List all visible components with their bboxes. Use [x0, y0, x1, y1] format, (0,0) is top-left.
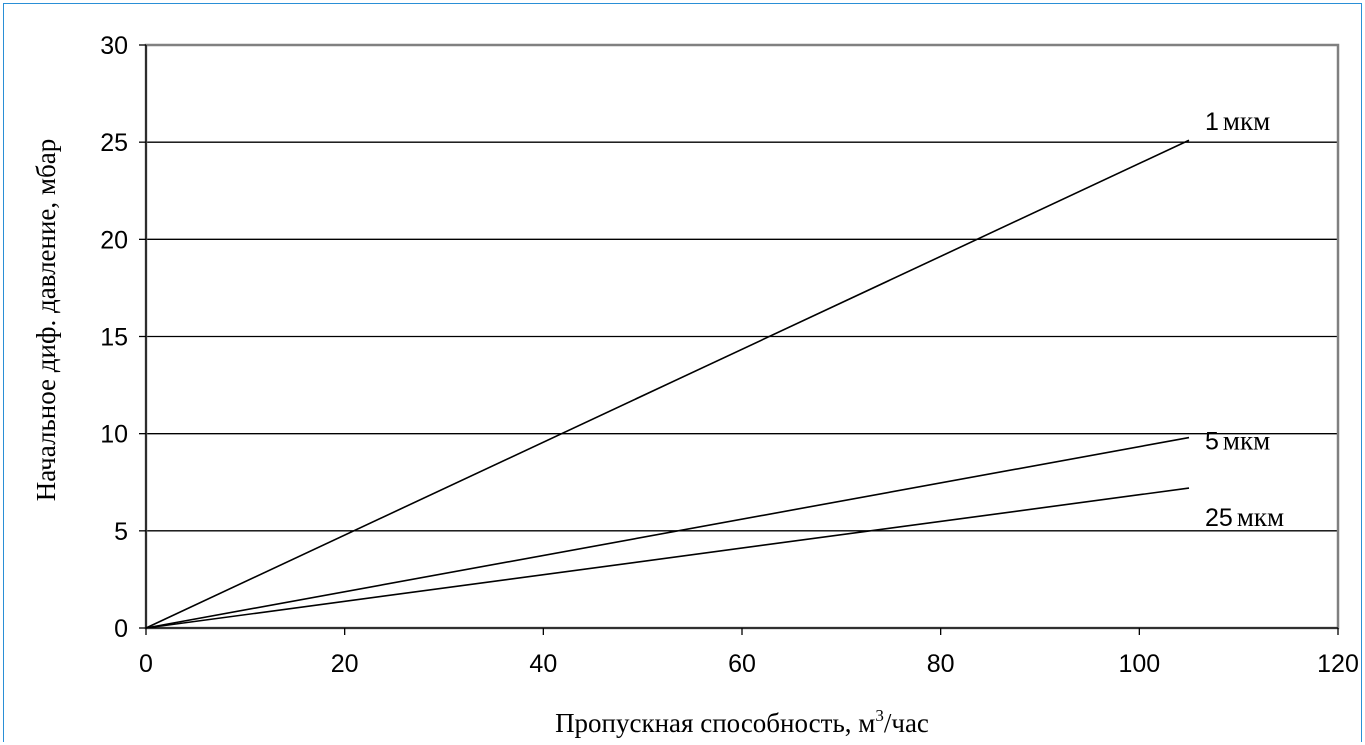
- x-tick-label-0: 0: [139, 650, 153, 678]
- series-label-1: 1 мкм: [1205, 106, 1270, 136]
- chart-frame: [3, 3, 1362, 742]
- y-tick-label-20: 20: [100, 226, 128, 254]
- x-tick-label-40: 40: [529, 650, 557, 678]
- x-tick-label-60: 60: [728, 650, 756, 678]
- x-tick-label-80: 80: [927, 650, 955, 678]
- y-tick-label-15: 15: [100, 324, 128, 352]
- series-line-25: [145, 487, 1190, 629]
- x-tick-labels: 0 20 40 60 80 100 120: [139, 650, 1359, 678]
- x-axis-label: Пропускная способность, м3/час: [555, 706, 929, 738]
- y-tick-labels: 0 5 10 15 20 25 30: [100, 32, 128, 643]
- x-tick-label-100: 100: [1118, 650, 1160, 678]
- y-axis-label: Начальное диф. давление, мбар: [31, 139, 61, 501]
- series-label-25: 25 мкм: [1205, 502, 1284, 532]
- y-tick-label-0: 0: [114, 615, 128, 643]
- x-tick-label-20: 20: [331, 650, 359, 678]
- series-lines: [145, 139, 1190, 629]
- gridlines: [146, 141, 1338, 532]
- series-line-5: [145, 436, 1190, 629]
- series-line-1: [145, 139, 1190, 629]
- series-label-5: 5 мкм: [1205, 426, 1270, 456]
- y-tick-label-25: 25: [100, 129, 128, 157]
- y-tick-label-30: 30: [100, 32, 128, 60]
- y-tick-label-10: 10: [100, 421, 128, 449]
- x-tick-label-120: 120: [1317, 650, 1359, 678]
- series-labels: 1 мкм 5 мкм 25 мкм: [1205, 106, 1284, 532]
- axes: [139, 43, 1340, 635]
- y-tick-label-5: 5: [114, 518, 128, 546]
